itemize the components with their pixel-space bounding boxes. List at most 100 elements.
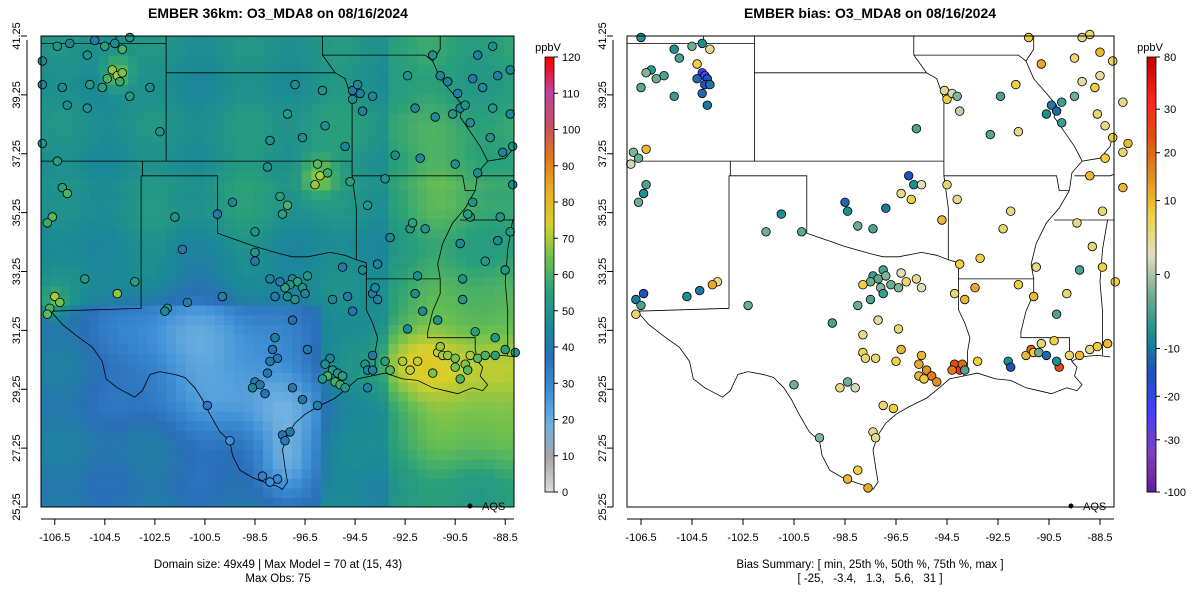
grid-cell (465, 468, 476, 479)
aqs-bias-marker (651, 73, 662, 84)
grid-cell (214, 343, 226, 354)
grid-cell (417, 257, 428, 268)
grid-cell (475, 74, 486, 85)
grid-cell (253, 391, 264, 402)
state-border (352, 175, 476, 191)
grid-cell (272, 36, 283, 47)
grid-cell (340, 228, 351, 239)
grid-cell (485, 74, 496, 85)
grid-cell (388, 372, 399, 383)
grid-cell (436, 209, 448, 220)
aqs-bias-marker (858, 280, 868, 290)
grid-cell (243, 112, 254, 124)
grid-cell (378, 458, 390, 470)
grid-cell (494, 257, 505, 268)
grid-cell (166, 334, 177, 345)
grid-cell (89, 276, 100, 287)
grid-cell (60, 420, 71, 431)
grid-cell (282, 228, 293, 239)
grid-cell (98, 305, 110, 316)
grid-cell (79, 391, 90, 402)
grid-cell (320, 237, 332, 249)
grid-cell (378, 410, 390, 422)
grid-cell (50, 334, 61, 345)
grid-cell (407, 247, 419, 258)
aqs-bias-marker (626, 159, 636, 169)
grid-cell (369, 64, 380, 75)
grid-cell (436, 497, 448, 507)
grid-cell (234, 468, 245, 479)
grid-cell (253, 324, 264, 335)
grid-cell (156, 180, 168, 191)
grid-cell (485, 362, 496, 373)
grid-cell (176, 132, 187, 143)
grid-cell (465, 410, 476, 422)
colorbar-segment (545, 357, 554, 363)
grid-cell (41, 458, 52, 470)
aqs-station-marker (227, 197, 238, 208)
y-tick-label: 35.25 (597, 199, 609, 227)
aqs-bias-marker (1118, 182, 1128, 193)
state-border (637, 175, 730, 312)
colorbar-segment (545, 303, 554, 308)
grid-cell (195, 55, 206, 66)
grid-cell (253, 487, 264, 498)
grid-cell (234, 401, 245, 412)
grid-cell (147, 468, 158, 479)
colorbar-segment (1147, 481, 1156, 486)
grid-cell (504, 132, 514, 143)
grid-cell (60, 112, 71, 124)
grid-cell (359, 305, 370, 316)
state-border (963, 354, 1111, 395)
aqs-station-marker (337, 262, 348, 272)
grid-cell (446, 132, 457, 143)
grid-cell (446, 478, 457, 489)
grid-cell (263, 237, 274, 249)
grid-cell (98, 401, 110, 412)
grid-cell (60, 266, 71, 277)
grid-cell (50, 439, 61, 450)
grid-cell (118, 343, 129, 354)
grid-cell (398, 189, 409, 200)
grid-cell (224, 276, 235, 287)
grid-cell (427, 305, 438, 316)
grid-cell (417, 458, 428, 470)
grid-cell (253, 372, 264, 383)
grid-cell (359, 161, 370, 172)
grid-cell (263, 199, 274, 210)
grid-cell (292, 449, 303, 460)
grid-cell (446, 487, 457, 498)
grid-cell (156, 276, 168, 287)
grid-cell (456, 343, 467, 354)
grid-cell (70, 449, 81, 460)
grid-cell (234, 161, 245, 172)
grid-cell (234, 257, 245, 268)
grid-cell (70, 343, 81, 354)
grid-cell (272, 247, 283, 258)
grid-cell (98, 151, 110, 162)
grid-cell (311, 247, 322, 258)
grid-cell (60, 382, 71, 393)
grid-cell (417, 497, 428, 507)
grid-cell (446, 285, 457, 297)
aqs-bias-marker (896, 344, 906, 355)
colorbar-segment (545, 423, 554, 428)
aqs-bias-marker (835, 383, 845, 393)
grid-cell (330, 382, 341, 393)
grid-cell (378, 372, 390, 383)
grid-cell (118, 266, 129, 277)
grid-cell (243, 372, 254, 383)
grid-cell (234, 170, 245, 181)
grid-cell (166, 266, 177, 277)
colorbar-segment (545, 202, 554, 207)
grid-cell (485, 372, 496, 383)
grid-cell (185, 324, 197, 335)
grid-cell (446, 84, 457, 95)
grid-cell (320, 209, 332, 220)
grid-cell (369, 180, 380, 191)
grid-cell (320, 276, 332, 287)
grid-cell (311, 122, 322, 133)
grid-cell (417, 84, 428, 95)
